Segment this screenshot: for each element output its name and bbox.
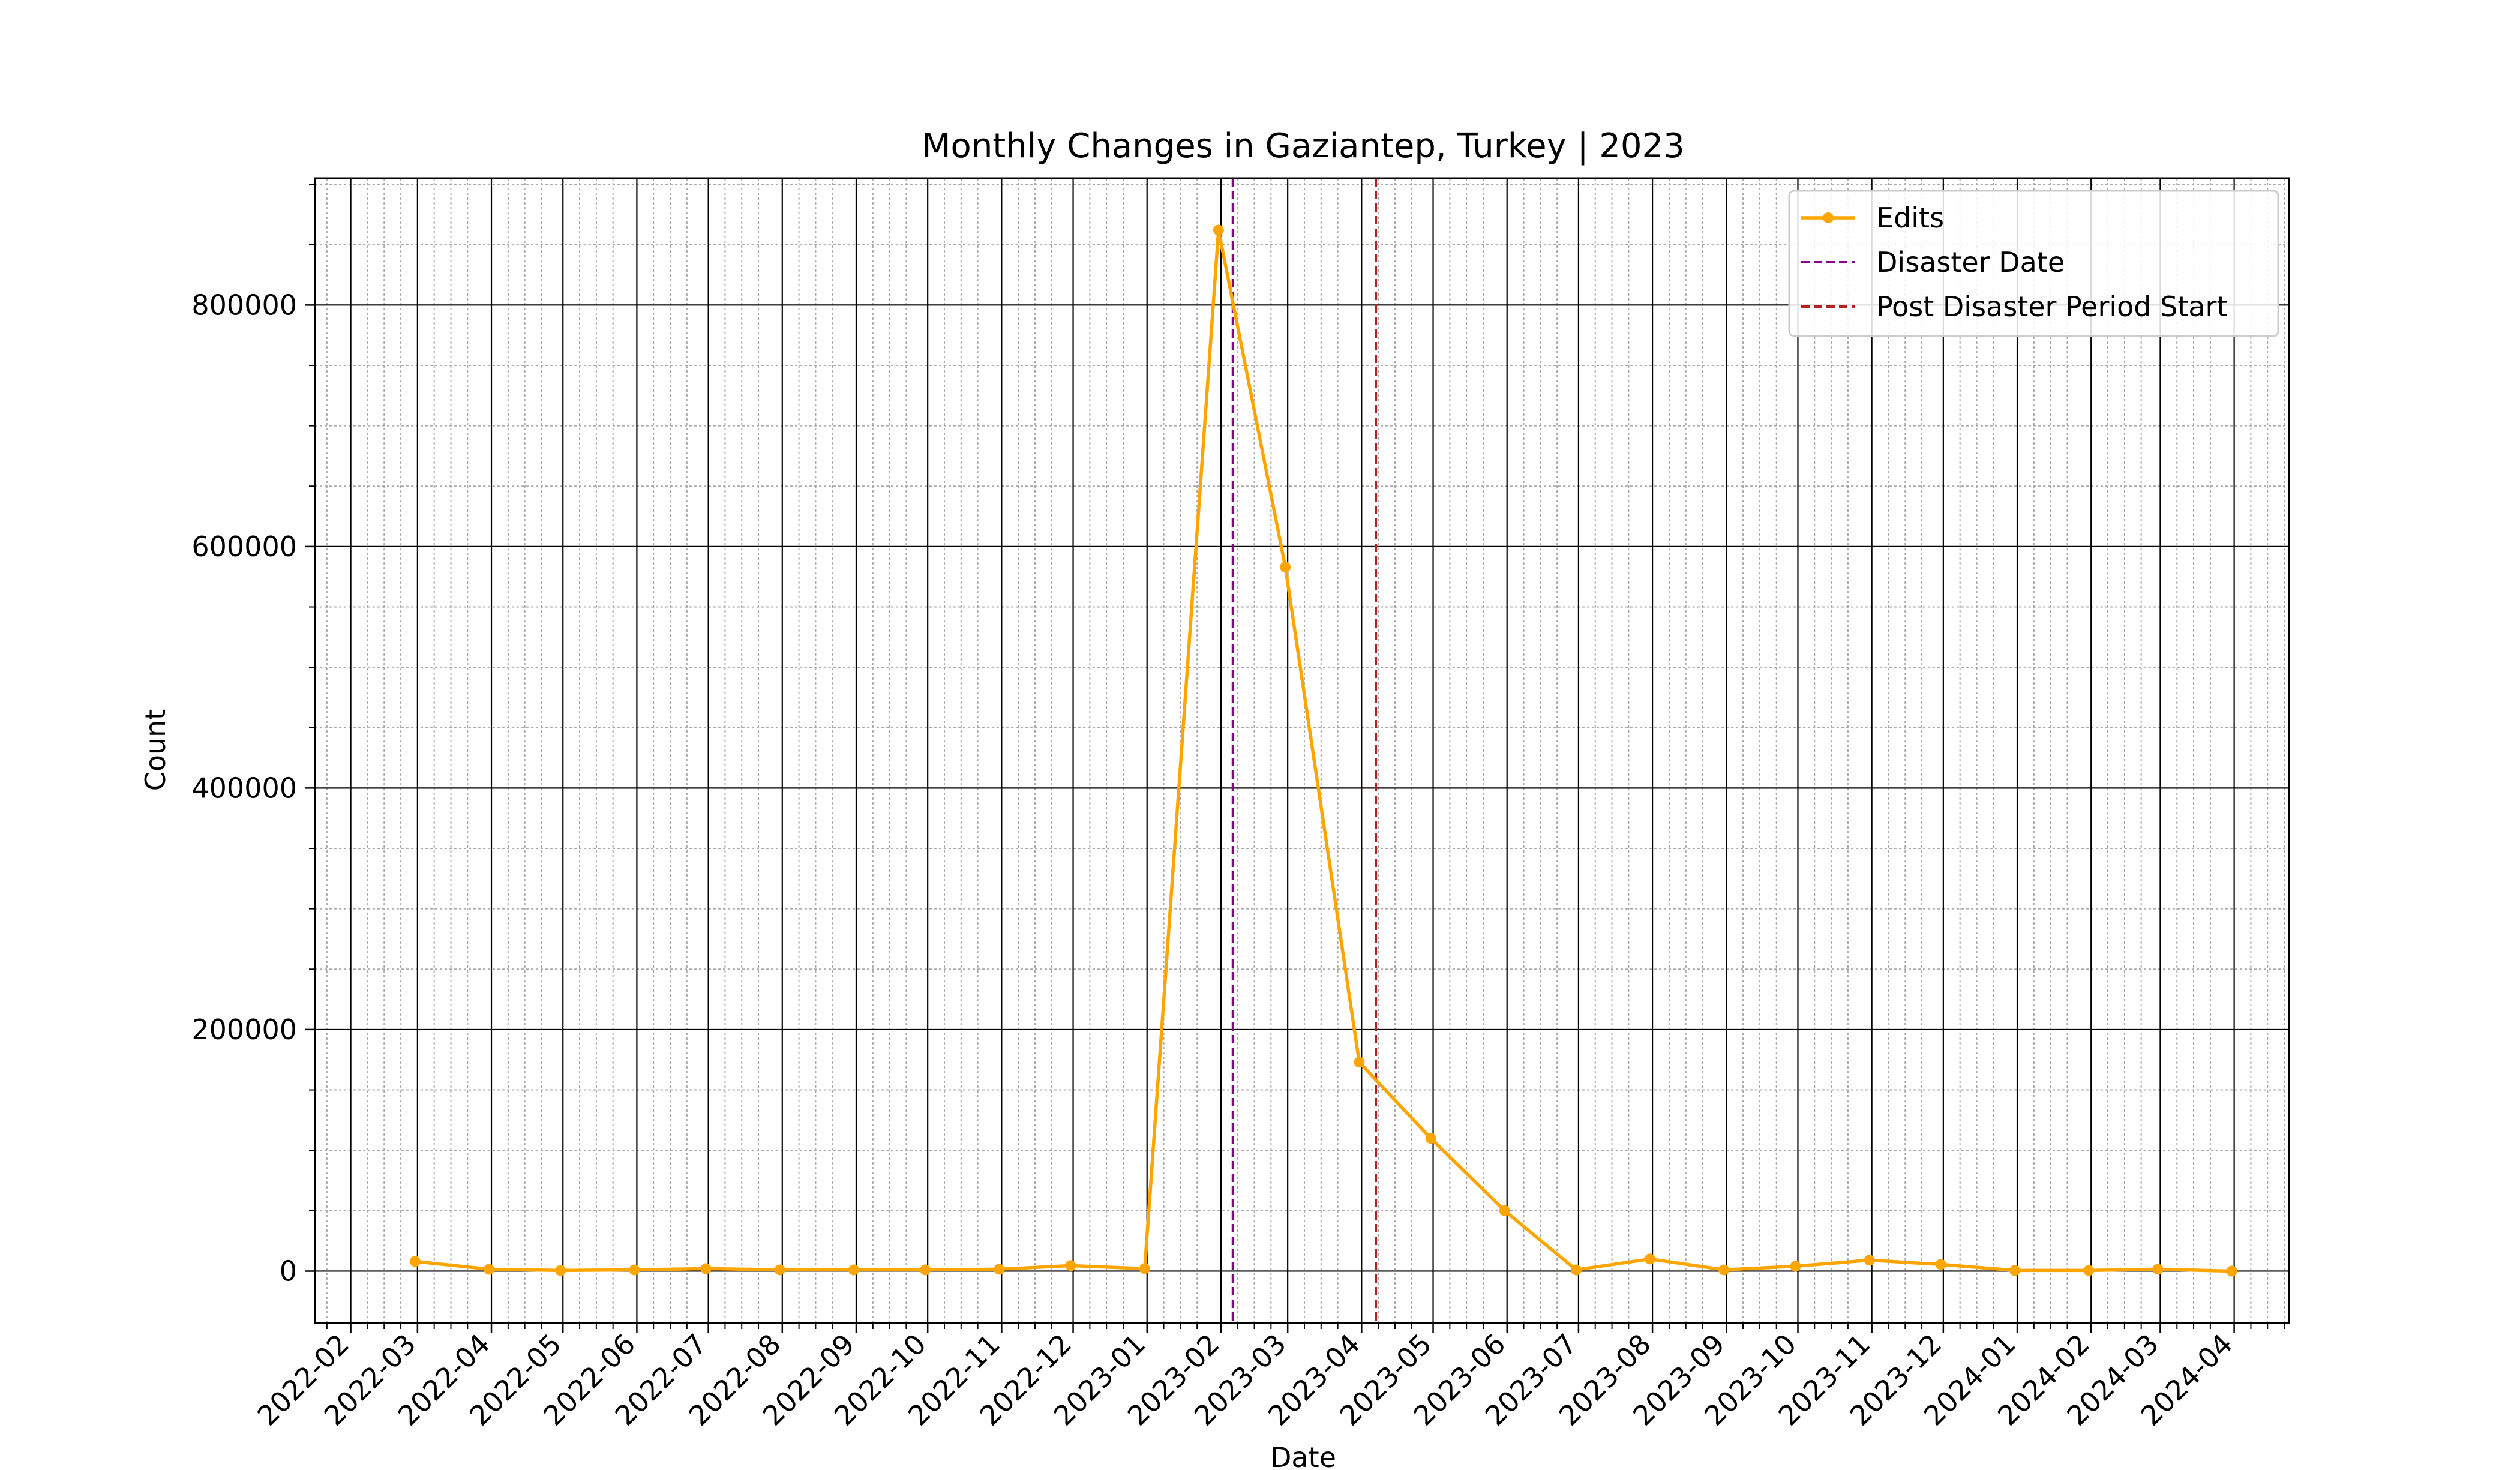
data-point — [1280, 562, 1291, 573]
chart-title: Monthly Changes in Gaziantep, Turkey | 2… — [922, 127, 1685, 166]
data-point — [994, 1264, 1005, 1275]
legend-label-post-disaster-period-start: Post Disaster Period Start — [1876, 290, 2228, 323]
data-point — [1065, 1260, 1076, 1271]
data-point — [1354, 1057, 1365, 1068]
data-point — [848, 1264, 859, 1276]
legend-label-edits: Edits — [1876, 202, 1944, 234]
data-point — [1790, 1261, 1801, 1272]
data-point — [484, 1264, 495, 1275]
data-point — [2226, 1265, 2237, 1277]
data-point — [1213, 224, 1224, 236]
data-point — [920, 1264, 931, 1276]
data-point — [409, 1256, 421, 1267]
reference-lines — [1231, 178, 1378, 1323]
y-tick-label: 400000 — [191, 772, 297, 804]
data-point — [1718, 1264, 1730, 1276]
data-point — [1935, 1259, 1946, 1270]
y-tick-label: 800000 — [191, 289, 297, 321]
legend-marker-edits — [1823, 212, 1834, 223]
plot-area — [314, 177, 2290, 1324]
series-line-edits — [415, 228, 2232, 1273]
data-point — [1645, 1253, 1656, 1265]
data-point — [1139, 1263, 1150, 1274]
minor-grid — [315, 178, 2289, 1323]
y-axis-label: Count — [139, 709, 172, 791]
data-point — [700, 1263, 712, 1274]
x-axis-label: Date — [1270, 1441, 1336, 1470]
data-point — [2152, 1264, 2164, 1275]
data-point — [1425, 1133, 1436, 1144]
data-point — [1864, 1255, 1875, 1266]
y-tick-label: 200000 — [191, 1013, 297, 1046]
y-axis: 0 200000 400000 600000 800000 — [191, 184, 315, 1287]
series-layer — [409, 224, 2237, 1277]
legend-box — [1788, 190, 2279, 337]
data-point — [1499, 1205, 1510, 1216]
data-point — [2009, 1265, 2021, 1276]
data-point — [774, 1264, 785, 1276]
y-tick-label: 0 — [280, 1255, 297, 1287]
data-point — [2083, 1265, 2095, 1276]
legend-label-disaster-date: Disaster Date — [1876, 246, 2065, 278]
legend: Edits Disaster Date Post Disaster Period S… — [1788, 190, 2279, 337]
data-point — [555, 1265, 566, 1276]
data-point — [629, 1264, 640, 1276]
data-point — [1570, 1264, 1582, 1276]
plot-frame — [314, 177, 2290, 1324]
y-tick-label: 600000 — [191, 530, 297, 563]
